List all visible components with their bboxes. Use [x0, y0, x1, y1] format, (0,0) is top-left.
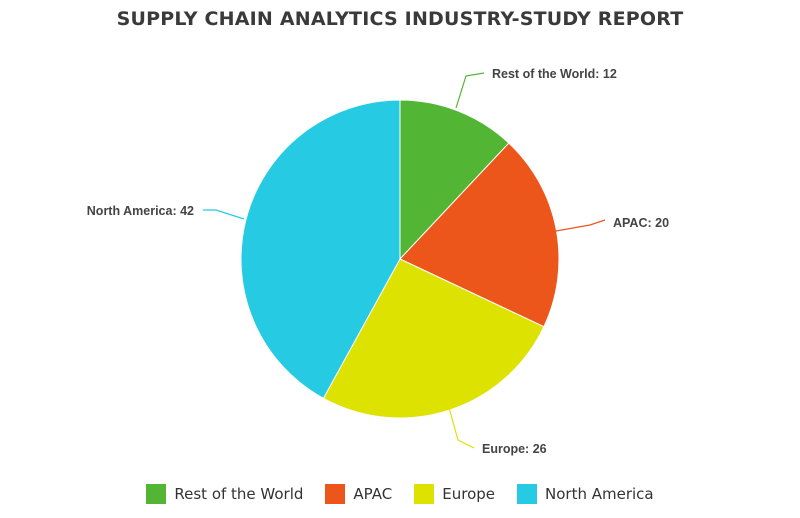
- pie-slice-rest-of-the-world: [399, 99, 510, 261]
- legend-swatch: [517, 484, 537, 504]
- leader-line-rest-of-the-world: [455, 72, 485, 109]
- data-label-apac: APAC: 20: [613, 216, 669, 230]
- leader-line-north-america: [203, 209, 245, 220]
- legend-label: Europe: [442, 485, 495, 503]
- legend: Rest of the World APAC Europe North America: [0, 484, 800, 504]
- pie-slice-north-america: [240, 99, 401, 400]
- legend-label: North America: [545, 485, 654, 503]
- leader-line-europe: [447, 403, 475, 449]
- legend-item-europe: Europe: [414, 484, 495, 504]
- legend-label: Rest of the World: [174, 485, 304, 503]
- legend-item-north-america: North America: [517, 484, 654, 504]
- data-label-rest-of-the-world: Rest of the World: 12: [492, 67, 617, 81]
- legend-label: APAC: [353, 485, 393, 503]
- legend-item-apac: APAC: [325, 484, 392, 504]
- chart-title: SUPPLY CHAIN ANALYTICS INDUSTRY-STUDY RE…: [116, 8, 684, 30]
- legend-swatch: [414, 484, 435, 504]
- legend-item-rest-of-the-world: Rest of the World: [146, 484, 303, 504]
- legend-swatch: [325, 484, 346, 504]
- legend-swatch: [146, 484, 167, 504]
- data-label-europe: Europe: 26: [482, 442, 547, 456]
- leader-line-apac: [555, 219, 606, 232]
- pie-slice-apac: [399, 142, 560, 328]
- data-label-north-america: North America: 42: [87, 204, 194, 218]
